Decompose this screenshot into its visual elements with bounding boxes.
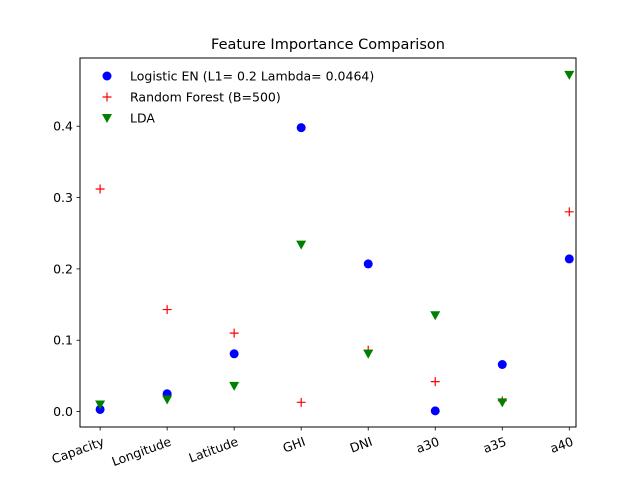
series-2-point-a30	[430, 377, 440, 387]
series-2-point-ghi	[296, 397, 306, 407]
series-2-point-latitude	[229, 328, 239, 338]
y-tick-label: 0.2	[53, 261, 73, 276]
series-3-point-a35	[497, 398, 508, 408]
series-2-point-capacity	[95, 184, 105, 194]
series-3-point-a30	[430, 311, 441, 321]
legend-label-1: Logistic EN (L1= 0.2 Lambda= 0.0464)	[130, 69, 374, 84]
y-tick-label: 0.0	[53, 404, 73, 419]
legend-marker-3	[102, 114, 112, 123]
series-1-point-dni	[363, 259, 373, 269]
legend-marker-2	[102, 92, 112, 102]
series-1	[95, 123, 574, 416]
axes-frame	[79, 57, 577, 428]
series-2-point-a40	[564, 207, 574, 217]
x-tick-label: GHI	[281, 434, 308, 456]
series-3	[95, 70, 575, 410]
series-1-point-a35	[497, 360, 507, 370]
series-1-point-ghi	[296, 123, 306, 133]
y-tick-label: 0.4	[53, 119, 73, 134]
y-tick-label: 0.3	[53, 190, 73, 205]
legend-label-3: LDA	[130, 111, 155, 126]
series-3-point-ghi	[296, 240, 307, 250]
series-2-point-longitude	[162, 305, 172, 315]
chart-title: Feature Importance Comparison	[211, 37, 445, 53]
series-3-point-latitude	[229, 381, 240, 391]
series-1-point-a40	[564, 254, 574, 264]
series-1-point-latitude	[229, 349, 239, 359]
series-3-point-capacity	[95, 400, 106, 410]
plot-area	[95, 70, 575, 416]
series-3-point-longitude	[162, 395, 173, 405]
series-3-point-a40	[564, 70, 575, 80]
legend: Logistic EN (L1= 0.2 Lambda= 0.0464) Rand…	[102, 69, 374, 126]
y-tick-label: 0.1	[53, 333, 73, 348]
series-3-point-dni	[363, 349, 374, 359]
legend-label-2: Random Forest (B=500)	[130, 90, 281, 105]
series-1-point-a30	[430, 406, 440, 416]
legend-marker-1	[102, 71, 112, 81]
x-tick-label: DNI	[348, 434, 374, 456]
